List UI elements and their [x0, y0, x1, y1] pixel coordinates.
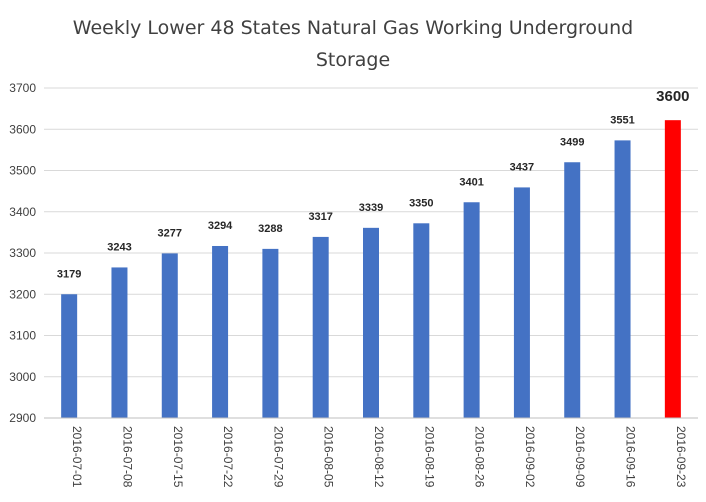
bar	[111, 267, 128, 418]
bars	[61, 120, 681, 419]
bar	[413, 223, 430, 418]
y-tick-label: 3000	[9, 370, 36, 384]
data-labels: 3179 3243 3277 3294 3288 3317 3339 3350 3401 3437…	[57, 88, 690, 280]
x-tick-label: 2016-09-09	[573, 426, 587, 488]
x-tick-label: 2016-08-19	[422, 426, 436, 488]
x-tick-label: 2016-09-16	[624, 426, 638, 488]
x-tick-label: 2016-09-23	[674, 426, 688, 488]
bar	[564, 162, 581, 418]
y-tick-label: 3200	[9, 287, 36, 301]
y-tick-label: 3300	[9, 246, 36, 260]
y-tick-label: 2900	[9, 411, 36, 425]
data-label: 3294	[208, 220, 233, 232]
data-label: 3288	[258, 223, 282, 235]
bar-highlight	[664, 120, 681, 419]
x-tick-label: 2016-07-01	[70, 426, 84, 488]
bar	[212, 245, 229, 418]
data-label: 3401	[459, 176, 483, 188]
y-axis-tick-labels: 2900 3000 3100 3200 3300 3400 3500 3600 3700	[9, 81, 36, 425]
gridlines	[44, 87, 698, 378]
data-label: 3339	[359, 202, 383, 214]
y-tick-label: 3500	[9, 164, 36, 178]
y-tick-label: 3100	[9, 329, 36, 343]
data-label: 3600	[656, 88, 689, 105]
data-label: 3179	[57, 268, 81, 280]
x-tick-label: 2016-08-26	[473, 426, 487, 488]
x-tick-label: 2016-08-05	[322, 426, 336, 488]
data-label: 3317	[308, 211, 332, 223]
x-tick-label: 2016-07-15	[171, 426, 185, 488]
bar	[262, 248, 279, 418]
bar	[513, 187, 530, 418]
chart-title-line-2: Storage	[315, 49, 391, 71]
x-tick-label: 2016-07-22	[221, 426, 235, 488]
bar	[614, 140, 631, 418]
bar	[312, 236, 329, 418]
x-axis-tick-labels: 2016-07-01 2016-07-08 2016-07-15 2016-07-22…	[70, 426, 688, 488]
x-tick-label: 2016-09-02	[523, 426, 537, 488]
y-tick-label: 3600	[9, 122, 36, 136]
data-label: 3350	[409, 197, 433, 209]
x-tick-label: 2016-07-08	[120, 426, 134, 488]
data-label: 3499	[560, 136, 584, 148]
x-tick-label: 2016-07-29	[271, 426, 285, 488]
y-tick-label: 3700	[9, 81, 36, 95]
bar	[463, 202, 480, 418]
data-label: 3551	[610, 114, 634, 126]
x-tick-label: 2016-08-12	[372, 426, 386, 488]
data-label: 3243	[107, 241, 131, 253]
bar	[61, 294, 78, 418]
chart-title: Weekly Lower 48 States Natural Gas Worki…	[0, 12, 706, 76]
bar	[363, 227, 379, 418]
y-tick-label: 3400	[9, 205, 36, 219]
data-label: 3437	[510, 161, 534, 173]
chart-title-line-1: Weekly Lower 48 States Natural Gas Worki…	[72, 17, 634, 39]
data-label: 3277	[158, 227, 182, 239]
bar	[161, 253, 178, 418]
